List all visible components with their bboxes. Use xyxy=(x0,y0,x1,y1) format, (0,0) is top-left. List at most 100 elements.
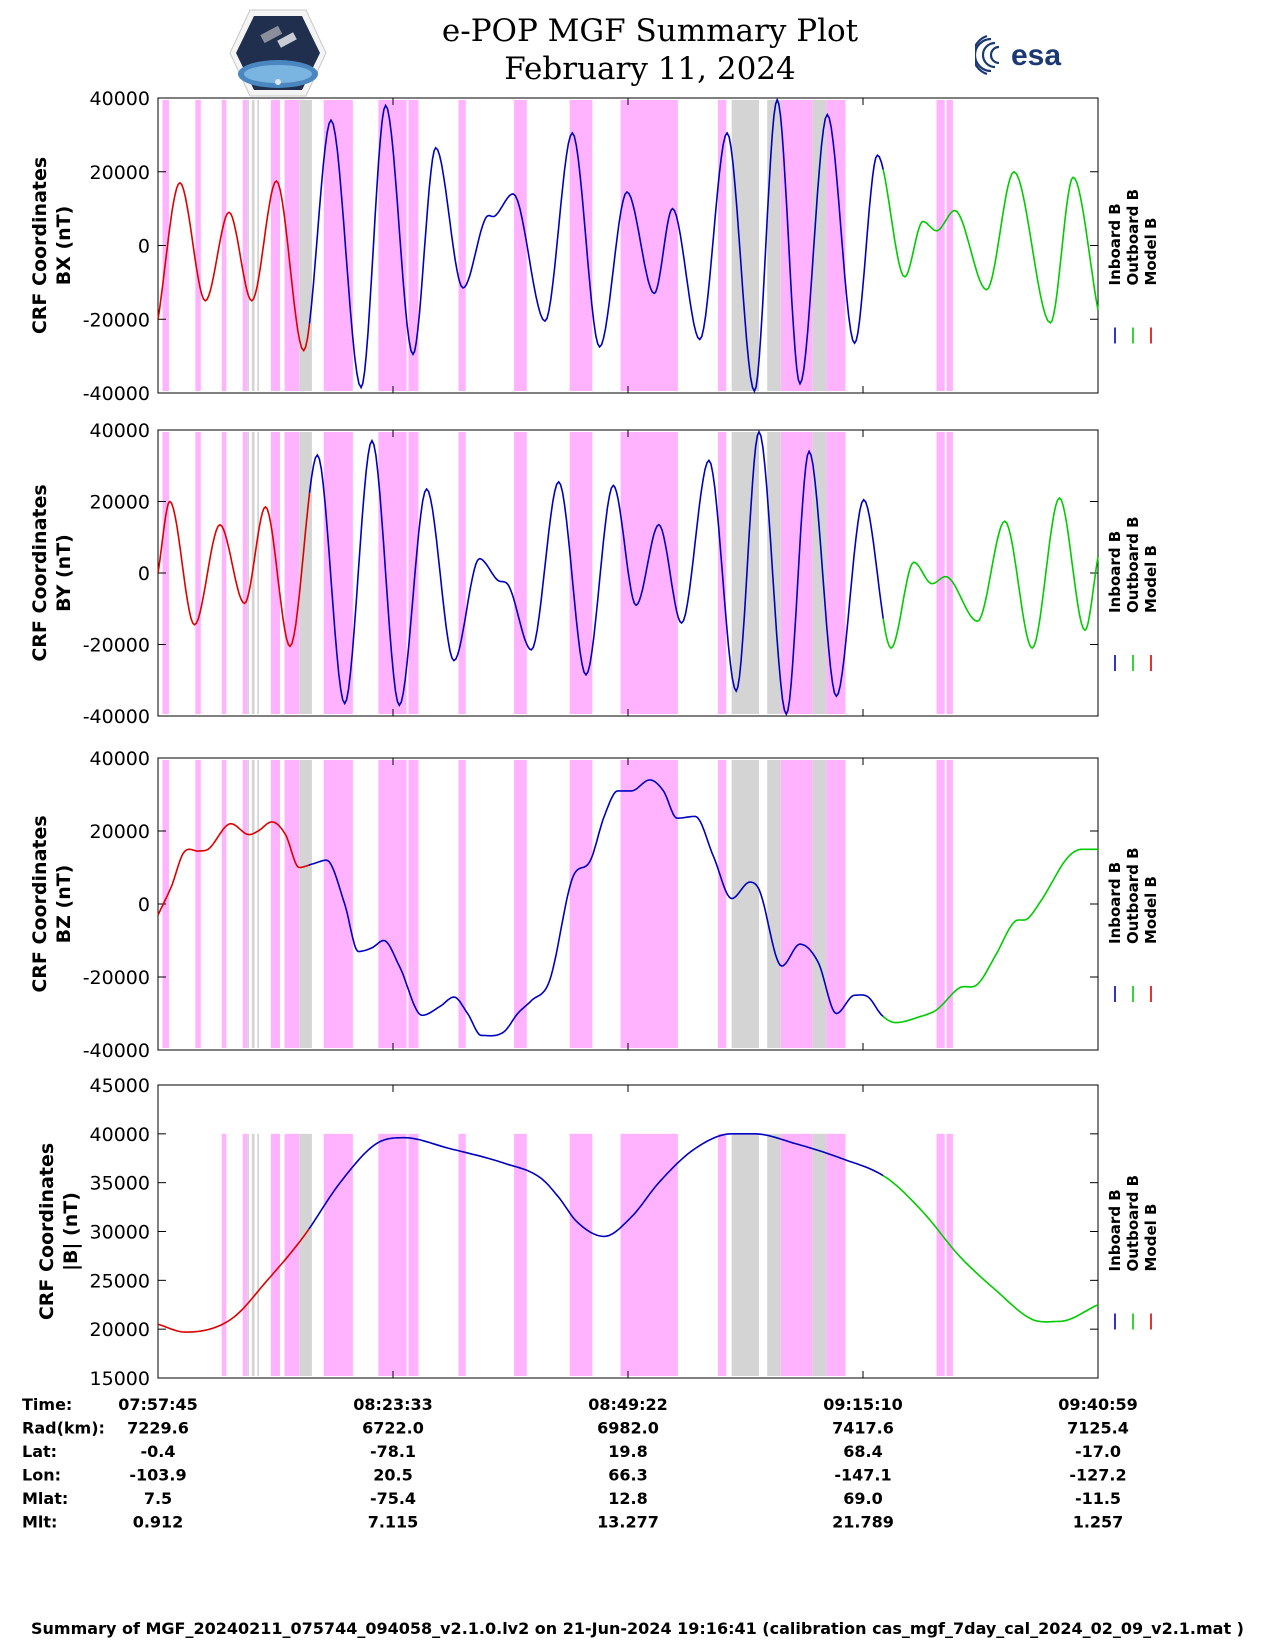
ephemeris-value: 7417.6 xyxy=(832,1419,894,1438)
ephemeris-value: 07:57:45 xyxy=(118,1395,198,1414)
legend-label: Outboard B xyxy=(1124,516,1142,613)
y-tick-label: 35000 xyxy=(90,1173,150,1195)
mode-change-band xyxy=(251,760,255,1048)
data-gap-band xyxy=(270,100,281,391)
data-gap-band xyxy=(569,100,593,391)
data-gap-band xyxy=(946,100,953,391)
ephemeris-row-label: Time: xyxy=(22,1395,72,1414)
y-tick-label: 0 xyxy=(138,563,150,585)
cassiope-satellite-emblem-icon xyxy=(229,9,327,97)
mode-change-band xyxy=(812,100,827,391)
mode-change-band xyxy=(767,432,781,714)
mode-change-band xyxy=(257,432,260,714)
data-gap-band xyxy=(718,1133,727,1376)
ephemeris-value: -127.2 xyxy=(1069,1466,1126,1485)
data-gap-band xyxy=(946,760,953,1048)
data-gap-band xyxy=(242,1133,248,1376)
data-gap-band xyxy=(195,432,201,714)
model-b-line xyxy=(157,821,311,916)
y-tick-label: 0 xyxy=(138,894,150,916)
data-gap-band xyxy=(378,432,407,714)
data-gap-band xyxy=(458,760,466,1048)
legend-label: Inboard B xyxy=(1106,862,1124,944)
outboard-b-line xyxy=(882,496,1099,650)
data-gap-band xyxy=(458,432,466,714)
data-gap-band xyxy=(221,760,227,1048)
mode-change-band xyxy=(247,100,250,391)
ephemeris-row-label: Mlat: xyxy=(22,1489,68,1508)
ephemeris-row-label: Mlt: xyxy=(22,1513,57,1532)
data-gap-band xyxy=(408,1133,419,1376)
mode-change-band xyxy=(812,760,827,1048)
ephemeris-value: -103.9 xyxy=(129,1466,186,1485)
mode-change-band xyxy=(257,1133,260,1376)
plot-title: e-POP MGF Summary Plot xyxy=(441,13,859,49)
y-tick-label: 40000 xyxy=(90,748,150,770)
legend-label: Model B xyxy=(1142,218,1160,286)
ephemeris-value: -75.4 xyxy=(370,1489,416,1508)
mode-change-band xyxy=(251,100,255,391)
legend-label: Model B xyxy=(1142,545,1160,613)
data-gap-band xyxy=(284,1133,300,1376)
ephemeris-value: 66.3 xyxy=(608,1466,647,1485)
y-tick-label: -40000 xyxy=(83,383,150,405)
ephemeris-value: 13.277 xyxy=(597,1513,659,1532)
mode-change-band xyxy=(247,432,250,714)
data-gap-band xyxy=(826,1133,846,1376)
data-gap-band xyxy=(936,1133,945,1376)
legend-label: Outboard B xyxy=(1124,1175,1142,1272)
data-gap-band xyxy=(323,1133,353,1376)
mode-change-band xyxy=(812,1133,827,1376)
ephemeris-value: -17.0 xyxy=(1075,1442,1121,1461)
mode-change-band xyxy=(731,760,759,1048)
model-b-line xyxy=(157,492,311,648)
data-gap-band xyxy=(936,760,945,1048)
data-gap-band xyxy=(620,760,678,1048)
inboard-b-line xyxy=(308,1133,884,1238)
ephemeris-value: -147.1 xyxy=(834,1466,891,1485)
data-gap-band xyxy=(514,760,527,1048)
ephemeris-value: 6722.0 xyxy=(362,1419,424,1438)
data-gap-band xyxy=(780,1133,813,1376)
panel-bz: 40000 20000 0 -20000 -40000 CRF Coordinates BZ… xyxy=(29,748,1160,1062)
y-tick-label: 15000 xyxy=(90,1368,150,1390)
plot-date: February 11, 2024 xyxy=(504,51,796,87)
y-tick-label: 40000 xyxy=(90,420,150,442)
inboard-b-line xyxy=(308,97,884,394)
y-tick-label: 25000 xyxy=(90,1270,150,1292)
legend-label: Model B xyxy=(1142,876,1160,944)
ephemeris-value: 1.257 xyxy=(1073,1513,1124,1532)
y-axis-label: CRF Coordinates BY (nT) xyxy=(29,484,75,661)
outboard-b-line xyxy=(882,848,1098,1024)
mode-change-band xyxy=(257,100,260,391)
legend-label: Inboard B xyxy=(1106,1189,1124,1271)
model-b-line xyxy=(157,179,311,353)
y-tick-label: -20000 xyxy=(83,967,150,989)
ephemeris-value: 7.5 xyxy=(144,1489,172,1508)
y-tick-label: -20000 xyxy=(83,309,150,331)
data-gap-band xyxy=(270,760,281,1048)
ephemeris-value: 7125.4 xyxy=(1067,1419,1129,1438)
data-gap-band xyxy=(569,760,593,1048)
data-gap-band xyxy=(826,432,846,714)
data-gap-band xyxy=(780,432,813,714)
data-gap-band xyxy=(620,432,678,714)
y-tick-label: 45000 xyxy=(90,1075,150,1097)
y-tick-label: 30000 xyxy=(90,1222,150,1244)
legend-label: Model B xyxy=(1142,1204,1160,1272)
data-gap-band xyxy=(936,100,945,391)
data-gap-band xyxy=(242,432,248,714)
data-gap-band xyxy=(323,760,353,1048)
y-axis-label-line2: |B| (nT) xyxy=(60,1192,82,1271)
data-gap-band xyxy=(221,432,227,714)
y-tick-label: 20000 xyxy=(90,162,150,184)
outboard-b-line xyxy=(882,169,1099,325)
inboard-b-line xyxy=(308,779,885,1037)
data-gap-band xyxy=(195,760,201,1048)
data-gap-band xyxy=(284,432,300,714)
ephemeris-value: 12.8 xyxy=(608,1489,647,1508)
data-gap-band xyxy=(284,760,300,1048)
ephemeris-value: 08:23:33 xyxy=(353,1395,433,1414)
y-axis-label-line2: BY (nT) xyxy=(53,534,75,612)
data-gap-band xyxy=(780,100,813,391)
